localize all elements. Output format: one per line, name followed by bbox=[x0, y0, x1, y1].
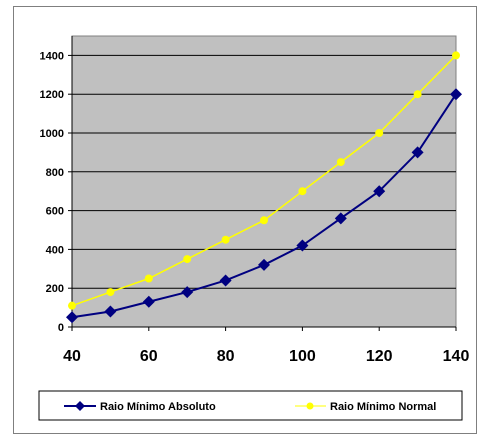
legend-label-series-1: Raio Mínimo Absoluto bbox=[100, 401, 216, 413]
x-axis-ticks: 40 60 80 100 120 140 bbox=[63, 327, 469, 365]
x-tick-label: 60 bbox=[140, 348, 158, 365]
y-tick-label: 0 bbox=[58, 322, 64, 334]
x-tick-label: 100 bbox=[289, 348, 316, 365]
y-tick-label: 1200 bbox=[40, 89, 64, 101]
data-point bbox=[66, 311, 78, 324]
data-point bbox=[183, 255, 192, 264]
y-tick-label: 800 bbox=[46, 167, 64, 179]
legend-marker-series-2 bbox=[306, 402, 314, 410]
data-point bbox=[219, 274, 232, 287]
data-point bbox=[144, 274, 153, 283]
legend-item-series-2: Raio Mínimo Normal bbox=[295, 401, 436, 413]
series-layer bbox=[66, 51, 462, 324]
data-point bbox=[104, 305, 117, 318]
y-tick-label: 1400 bbox=[40, 50, 64, 62]
data-point bbox=[258, 258, 270, 271]
data-point bbox=[221, 235, 230, 244]
data-point bbox=[68, 301, 76, 310]
data-point bbox=[413, 90, 422, 99]
data-point bbox=[411, 146, 424, 159]
x-tick-label: 120 bbox=[366, 348, 393, 365]
y-tick-label: 400 bbox=[46, 244, 64, 256]
gridlines bbox=[71, 36, 456, 328]
legend-box bbox=[38, 390, 463, 421]
series-1 bbox=[66, 88, 462, 324]
legend: Raio Mínimo Absoluto Raio Mínimo Normal bbox=[38, 390, 463, 421]
series-2 bbox=[68, 51, 460, 310]
data-point bbox=[334, 212, 347, 225]
data-point bbox=[106, 288, 115, 297]
legend-label-series-2: Raio Mínimo Normal bbox=[330, 401, 436, 413]
data-point bbox=[452, 51, 460, 60]
y-axis-ticks: 0 200 400 600 800 1000 1200 1400 bbox=[40, 50, 72, 334]
legend-marker-series-1 bbox=[75, 401, 85, 411]
data-point bbox=[336, 158, 345, 167]
y-tick-label: 600 bbox=[46, 206, 64, 218]
data-point bbox=[373, 185, 386, 198]
data-point bbox=[142, 295, 155, 308]
x-tick-label: 140 bbox=[443, 348, 470, 365]
data-point bbox=[450, 88, 462, 101]
data-point bbox=[181, 286, 194, 299]
data-point bbox=[375, 129, 384, 137]
legend-item-series-1: Raio Mínimo Absoluto bbox=[64, 401, 216, 413]
plot-area bbox=[71, 35, 457, 328]
data-point bbox=[296, 239, 309, 252]
y-tick-label: 200 bbox=[46, 283, 64, 295]
x-tick-label: 40 bbox=[63, 348, 81, 365]
y-tick-label: 1000 bbox=[40, 128, 64, 140]
data-point bbox=[298, 187, 307, 196]
x-tick-label: 80 bbox=[217, 348, 235, 365]
data-point bbox=[260, 216, 268, 225]
